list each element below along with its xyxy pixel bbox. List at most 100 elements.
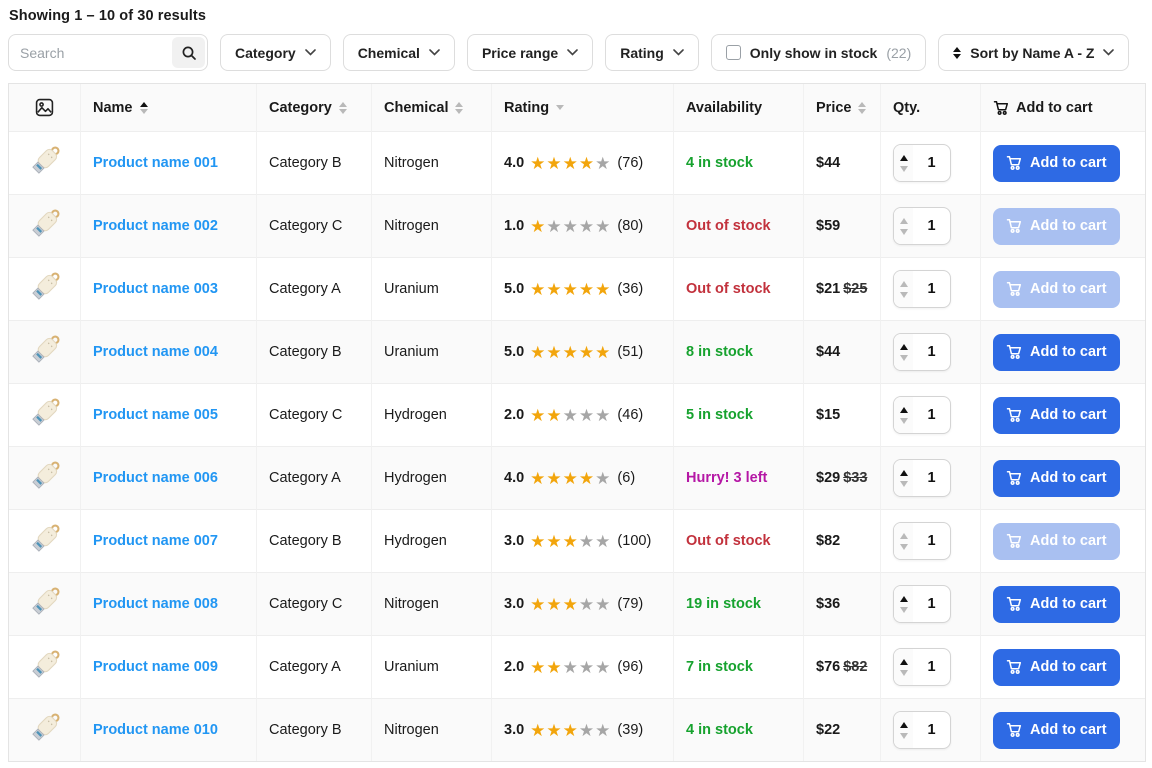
- product-name-link[interactable]: Product name 006: [93, 470, 218, 486]
- stepper-up-icon[interactable]: [899, 532, 908, 539]
- stepper-buttons[interactable]: [894, 523, 913, 559]
- filter-rating[interactable]: Rating: [605, 34, 699, 71]
- column-header-chemical[interactable]: Chemical: [372, 84, 492, 131]
- stepper-down-icon[interactable]: [899, 165, 908, 172]
- stepper-up-icon[interactable]: [899, 406, 908, 413]
- product-image: [23, 391, 67, 435]
- quantity-input[interactable]: [913, 460, 950, 496]
- stepper-buttons[interactable]: [894, 334, 913, 370]
- search-input[interactable]: [11, 44, 172, 61]
- filter-price-range[interactable]: Price range: [466, 34, 594, 71]
- add-to-cart-button[interactable]: Add to cart: [993, 585, 1120, 623]
- product-name-link[interactable]: Product name 008: [93, 596, 218, 612]
- stepper-down-icon[interactable]: [899, 417, 908, 424]
- stepper-down-icon[interactable]: [899, 669, 908, 676]
- stepper-up-icon[interactable]: [899, 595, 908, 602]
- price: $36: [816, 596, 841, 612]
- stepper-buttons[interactable]: [894, 271, 913, 307]
- stepper-buttons[interactable]: [894, 586, 913, 622]
- stepper-up-icon[interactable]: [899, 658, 908, 665]
- stepper-down-icon[interactable]: [899, 606, 908, 613]
- product-name-link[interactable]: Product name 005: [93, 407, 218, 423]
- sort-select[interactable]: Sort by Name A - Z: [938, 34, 1130, 71]
- column-header-rating[interactable]: Rating: [492, 84, 674, 131]
- quantity-input[interactable]: [913, 712, 950, 748]
- column-header-name[interactable]: Name: [81, 84, 257, 131]
- product-chemical: Nitrogen: [372, 572, 492, 635]
- filter-chemical[interactable]: Chemical: [342, 34, 455, 71]
- column-header-price[interactable]: Price: [804, 84, 881, 131]
- add-to-cart-button[interactable]: Add to cart: [993, 333, 1120, 371]
- price: $29: [816, 470, 841, 486]
- only-in-stock-toggle[interactable]: Only show in stock (22): [710, 34, 927, 71]
- product-name-link[interactable]: Product name 010: [93, 722, 218, 738]
- stepper-up-icon[interactable]: [899, 721, 908, 728]
- table-row: Product name 002 Category C Nitrogen 1.0…: [9, 194, 1145, 257]
- product-name-link[interactable]: Product name 003: [93, 281, 218, 297]
- price: $44: [816, 155, 841, 171]
- search-button[interactable]: [172, 37, 205, 68]
- quantity-input[interactable]: [913, 145, 950, 181]
- stepper-buttons[interactable]: [894, 397, 913, 433]
- quantity-stepper[interactable]: [893, 144, 951, 182]
- product-name-link[interactable]: Product name 009: [93, 659, 218, 675]
- add-to-cart-label: Add to cart: [1030, 344, 1107, 360]
- stepper-up-icon[interactable]: [899, 154, 908, 161]
- stepper-up-icon[interactable]: [899, 469, 908, 476]
- stepper-up-icon[interactable]: [899, 343, 908, 350]
- stepper-buttons[interactable]: [894, 649, 913, 685]
- add-to-cart-button[interactable]: Add to cart: [993, 144, 1120, 182]
- filter-category[interactable]: Category: [220, 34, 331, 71]
- quantity-input[interactable]: [913, 271, 950, 307]
- product-name-link[interactable]: Product name 002: [93, 218, 218, 234]
- stepper-buttons[interactable]: [894, 712, 913, 748]
- quantity-input[interactable]: [913, 397, 950, 433]
- add-to-cart-label: Add to cart: [1030, 722, 1107, 738]
- add-to-cart-button[interactable]: Add to cart: [993, 522, 1120, 560]
- stepper-buttons[interactable]: [894, 145, 913, 181]
- cart-icon: [1006, 282, 1022, 296]
- add-to-cart-label: Add to cart: [1030, 659, 1107, 675]
- add-to-cart-button[interactable]: Add to cart: [993, 270, 1120, 308]
- stepper-down-icon[interactable]: [899, 732, 908, 739]
- quantity-input[interactable]: [913, 208, 950, 244]
- quantity-input[interactable]: [913, 649, 950, 685]
- cart-icon: [993, 100, 1009, 115]
- stepper-buttons[interactable]: [894, 208, 913, 244]
- add-to-cart-button[interactable]: Add to cart: [993, 648, 1120, 686]
- stepper-down-icon[interactable]: [899, 480, 908, 487]
- stepper-down-icon[interactable]: [899, 228, 908, 235]
- product-category: Category C: [257, 383, 372, 446]
- checkbox-icon[interactable]: [725, 45, 741, 60]
- stepper-down-icon[interactable]: [899, 543, 908, 550]
- quantity-input[interactable]: [913, 523, 950, 559]
- stepper-down-icon[interactable]: [899, 354, 908, 361]
- product-chemical: Hydrogen: [372, 383, 492, 446]
- quantity-stepper[interactable]: [893, 711, 951, 749]
- star-rating-icons: ★★★★★: [530, 216, 612, 236]
- product-chemical: Hydrogen: [372, 446, 492, 509]
- quantity-stepper[interactable]: [893, 648, 951, 686]
- quantity-stepper[interactable]: [893, 522, 951, 560]
- stepper-down-icon[interactable]: [899, 291, 908, 298]
- quantity-stepper[interactable]: [893, 396, 951, 434]
- table-row: Product name 009 Category A Uranium 2.0 …: [9, 635, 1145, 698]
- product-name-link[interactable]: Product name 007: [93, 533, 218, 549]
- product-name-link[interactable]: Product name 001: [93, 155, 218, 171]
- quantity-stepper[interactable]: [893, 333, 951, 371]
- quantity-stepper[interactable]: [893, 270, 951, 308]
- add-to-cart-button[interactable]: Add to cart: [993, 207, 1120, 245]
- add-to-cart-button[interactable]: Add to cart: [993, 459, 1120, 497]
- quantity-input[interactable]: [913, 334, 950, 370]
- product-name-link[interactable]: Product name 004: [93, 344, 218, 360]
- quantity-stepper[interactable]: [893, 585, 951, 623]
- quantity-input[interactable]: [913, 586, 950, 622]
- add-to-cart-button[interactable]: Add to cart: [993, 396, 1120, 434]
- stepper-up-icon[interactable]: [899, 217, 908, 224]
- quantity-stepper[interactable]: [893, 459, 951, 497]
- quantity-stepper[interactable]: [893, 207, 951, 245]
- stepper-buttons[interactable]: [894, 460, 913, 496]
- stepper-up-icon[interactable]: [899, 280, 908, 287]
- add-to-cart-button[interactable]: Add to cart: [993, 711, 1120, 749]
- column-header-category[interactable]: Category: [257, 84, 372, 131]
